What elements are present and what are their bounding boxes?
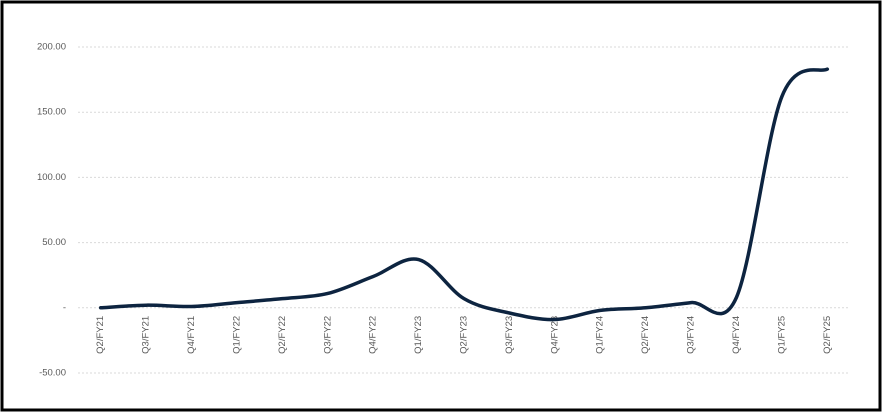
- x-tick-label: Q4/FY22: [368, 316, 379, 354]
- x-tick-label: Q2/FY24: [640, 316, 651, 354]
- x-tick-label: Q1/FY24: [595, 316, 606, 354]
- x-tick-label: Q4/FY23: [549, 316, 560, 354]
- x-tick-label: Q1/FY22: [231, 316, 242, 354]
- y-tick-label: 150.00: [37, 107, 66, 118]
- x-tick-label: Q3/FY21: [141, 316, 152, 354]
- x-tick-label: Q4/FY21: [186, 316, 197, 354]
- x-tick-label: Q3/FY22: [322, 316, 333, 354]
- x-tick-label: Q4/FY24: [731, 316, 742, 354]
- y-tick-label: -50.00: [39, 368, 66, 379]
- x-tick-label: Q2/FY21: [95, 316, 106, 354]
- x-tick-label: Q1/FY25: [776, 316, 787, 354]
- y-tick-label: 50.00: [42, 237, 66, 248]
- x-tick-label: Q3/FY23: [504, 316, 515, 354]
- y-tick-label: 200.00: [37, 42, 66, 53]
- x-tick-label: Q2/FY23: [459, 316, 470, 354]
- y-tick-label: 100.00: [37, 172, 66, 183]
- line: [98, 67, 830, 322]
- y-tick-label: -: [63, 302, 66, 313]
- x-tick-label: Q2/FY25: [822, 316, 833, 354]
- x-tick-label: Q2/FY22: [277, 316, 288, 354]
- x-tick-label: Q3/FY24: [686, 316, 697, 354]
- x-tick-label: Q1/FY23: [413, 316, 424, 354]
